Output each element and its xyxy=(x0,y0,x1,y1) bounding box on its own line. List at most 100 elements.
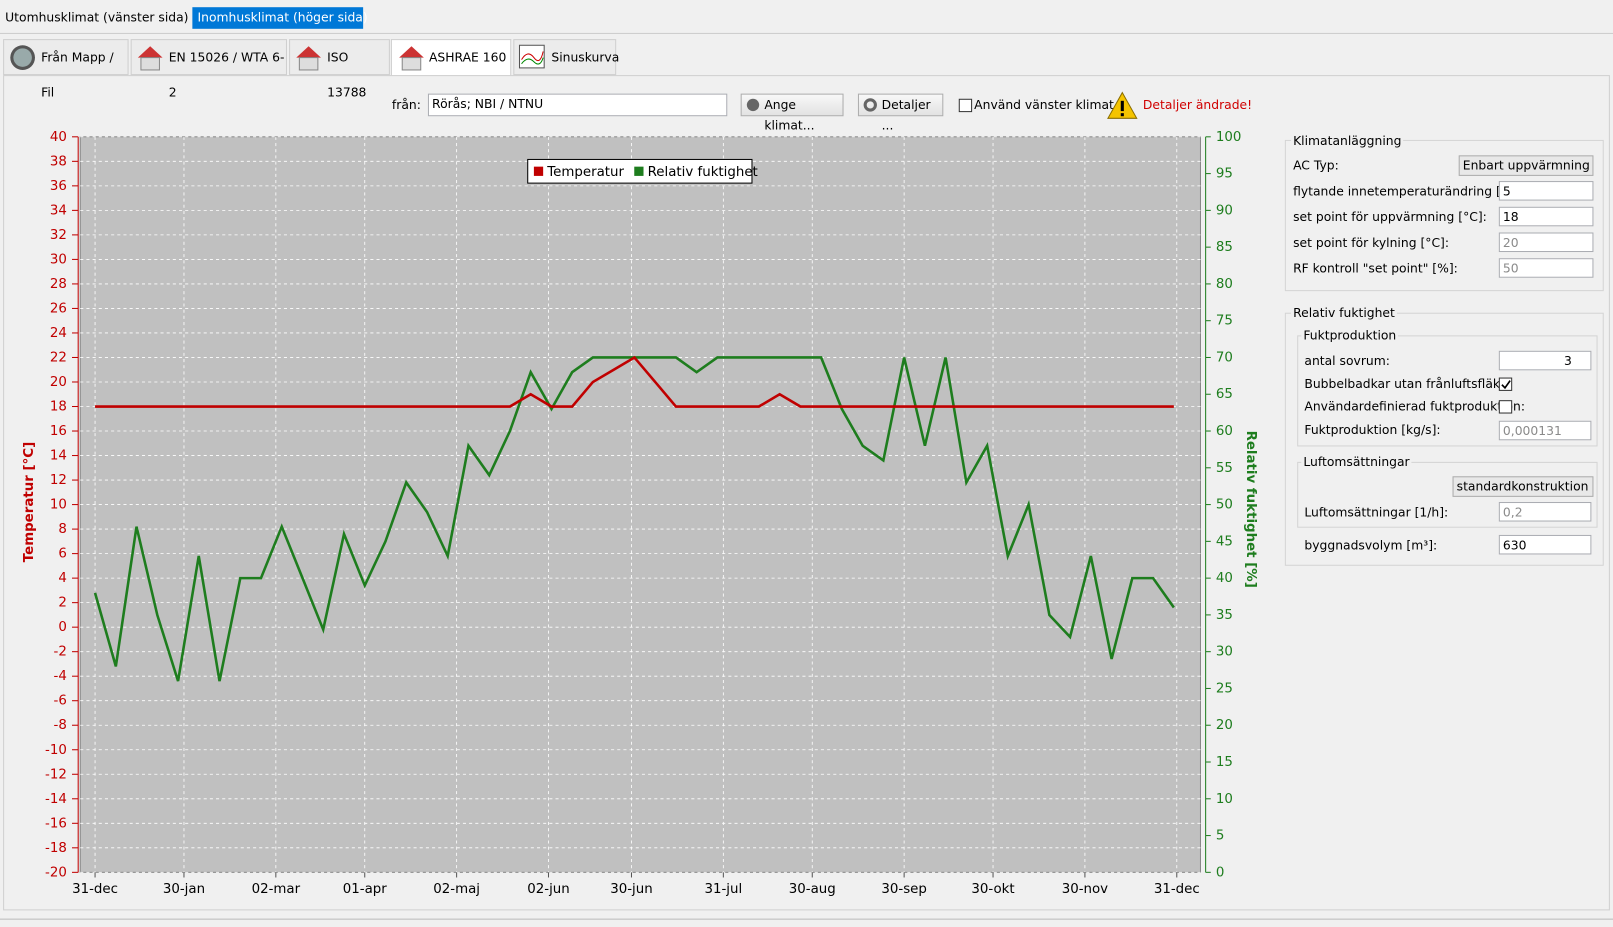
use-left-label: Använd vänster klimat xyxy=(974,97,1114,113)
ventilation-combo[interactable]: standardkonstruktion xyxy=(1452,476,1594,497)
warning-text: Detaljer ändrade! xyxy=(1142,97,1253,113)
y-tick-label: 2 xyxy=(58,596,67,611)
y-tick-label: 26 xyxy=(50,301,67,316)
y2-tick-label: 30 xyxy=(1216,645,1233,660)
y2-tick-label: 60 xyxy=(1216,424,1233,439)
legend-label: Temperatur xyxy=(546,165,624,180)
ac-row-field: 20 xyxy=(1498,232,1594,253)
y2-tick-label: 20 xyxy=(1216,718,1233,733)
y-tick-label: 0 xyxy=(58,620,67,635)
tab-label: EN 15026 / WTA 6-2 xyxy=(168,50,285,100)
y-tick-label: 16 xyxy=(50,424,67,439)
tab-label: Från Mapp / Fil xyxy=(41,50,114,100)
y-tick-label: 4 xyxy=(58,571,67,586)
use-left-checkbox[interactable] xyxy=(958,98,973,113)
ventilation-rate-label: Luftomsättningar [1/h]: xyxy=(1304,505,1449,520)
y2-tick-label: 70 xyxy=(1216,350,1233,365)
y-tick-label: -6 xyxy=(54,694,67,709)
y-tick-label: -10 xyxy=(45,743,67,758)
production-group xyxy=(1297,335,1598,447)
legend-swatch xyxy=(634,166,644,176)
x-tick-label: 01-apr xyxy=(343,882,387,897)
y2-tick-label: 65 xyxy=(1216,387,1233,402)
x-tick-label: 31-dec xyxy=(72,882,118,897)
y2-axis-label: Relativ fuktighet [%] xyxy=(1243,431,1258,588)
check-label: Bubbelbadkar utan frånluftsfläkt: xyxy=(1304,376,1510,391)
production-title: Fuktproduktion xyxy=(1301,328,1399,343)
x-tick-label: 30-nov xyxy=(1062,882,1108,897)
warning-icon xyxy=(1107,91,1138,119)
y-tick-label: 38 xyxy=(50,154,67,169)
y-tick-label: -2 xyxy=(54,645,67,660)
bedrooms-field[interactable]: 3 xyxy=(1498,350,1592,371)
tab-indoor[interactable]: Inomhusklimat (höger sida) xyxy=(192,7,368,29)
climate-button[interactable]: Ange klimat... xyxy=(740,93,844,133)
y-tick-label: 20 xyxy=(50,375,67,390)
y-tick-label: -8 xyxy=(54,718,67,733)
chart: -20-18-16-14-12-10-8-6-4-202468101214161… xyxy=(22,130,1258,897)
y-tick-label: -18 xyxy=(45,841,67,856)
x-tick-label: 30-sep xyxy=(881,882,926,897)
y-tick-label: 12 xyxy=(50,473,67,488)
x-tick-label: 30-okt xyxy=(971,882,1014,897)
ac-row-label: set point för uppvärmning [°C]: xyxy=(1293,209,1487,225)
y2-tick-label: 100 xyxy=(1216,130,1242,145)
series-line xyxy=(95,355,1174,408)
tab-label: ASHRAE 160 xyxy=(428,50,507,65)
ac-row-label: flytande innetemperaturändring [°C]: xyxy=(1293,184,1525,199)
bedrooms-label: antal sovrum: xyxy=(1304,353,1390,369)
ventilation-group xyxy=(1297,461,1598,528)
ac-group xyxy=(1284,139,1604,292)
ac-type-label: AC Typ: xyxy=(1293,158,1339,173)
y-tick-label: 8 xyxy=(58,522,67,537)
ventilation-rate-field: 0,2 xyxy=(1498,502,1592,522)
y-tick-label: -16 xyxy=(45,816,67,831)
y2-tick-label: 50 xyxy=(1216,498,1233,513)
y2-tick-label: 35 xyxy=(1216,608,1233,623)
y2-tick-label: 55 xyxy=(1216,461,1233,476)
y-tick-label: 18 xyxy=(50,400,67,415)
y-tick-label: 14 xyxy=(50,449,67,464)
y2-tick-label: 90 xyxy=(1216,203,1233,218)
button-icons xyxy=(746,98,877,112)
check-box[interactable] xyxy=(1498,400,1513,414)
y2-tick-label: 40 xyxy=(1216,571,1233,586)
legend-swatch xyxy=(533,166,544,176)
y2-tick-label: 10 xyxy=(1216,792,1233,807)
rh-group xyxy=(1284,312,1604,566)
volume-field[interactable]: 630 xyxy=(1498,534,1592,555)
x-tick-label: 30-jun xyxy=(610,882,652,897)
ac-row-field[interactable]: 18 xyxy=(1498,206,1594,227)
tab-outdoor[interactable]: Utomhusklimat (vänster sida) xyxy=(5,10,189,25)
from-label: från: xyxy=(391,97,421,113)
details-button[interactable]: Detaljer ... xyxy=(857,93,944,133)
ac-row-label: RF kontroll "set point" [%]: xyxy=(1293,261,1458,276)
y-tick-label: 6 xyxy=(58,547,67,562)
x-tick-label: 30-jan xyxy=(163,882,205,897)
x-tick-label: 02-mar xyxy=(252,882,301,897)
y2-tick-label: 85 xyxy=(1216,240,1233,255)
check-box[interactable] xyxy=(1498,377,1513,391)
y-tick-label: 36 xyxy=(50,179,67,194)
y-tick-label: 28 xyxy=(50,277,67,292)
x-tick-label: 02-jun xyxy=(527,882,569,897)
y-axis-label: Temperatur [°C] xyxy=(22,442,37,562)
volume-label: byggnadsvolym [m³]: xyxy=(1304,538,1438,553)
from-field[interactable]: Rörås; NBI / NTNU xyxy=(427,93,728,117)
ac-type-combo[interactable]: Enbart uppvärmning xyxy=(1458,155,1594,176)
y-tick-label: 32 xyxy=(50,228,67,243)
y-tick-label: 10 xyxy=(50,498,67,513)
ac-row-field[interactable]: 5 xyxy=(1498,181,1594,201)
y-tick-label: 30 xyxy=(50,252,67,267)
ventilation-title: Luftomsättningar xyxy=(1301,454,1412,470)
x-tick-label: 31-jul xyxy=(704,882,742,897)
ac-row-label: set point för kylning [°C]: xyxy=(1293,235,1450,250)
tab-label: ISO 13788 xyxy=(327,50,367,100)
y2-tick-label: 15 xyxy=(1216,755,1233,770)
ac-title: Klimatanläggning xyxy=(1291,133,1404,149)
status-divider xyxy=(0,918,1613,920)
y-tick-label: 24 xyxy=(50,326,67,341)
y2-tick-label: 0 xyxy=(1216,865,1225,880)
